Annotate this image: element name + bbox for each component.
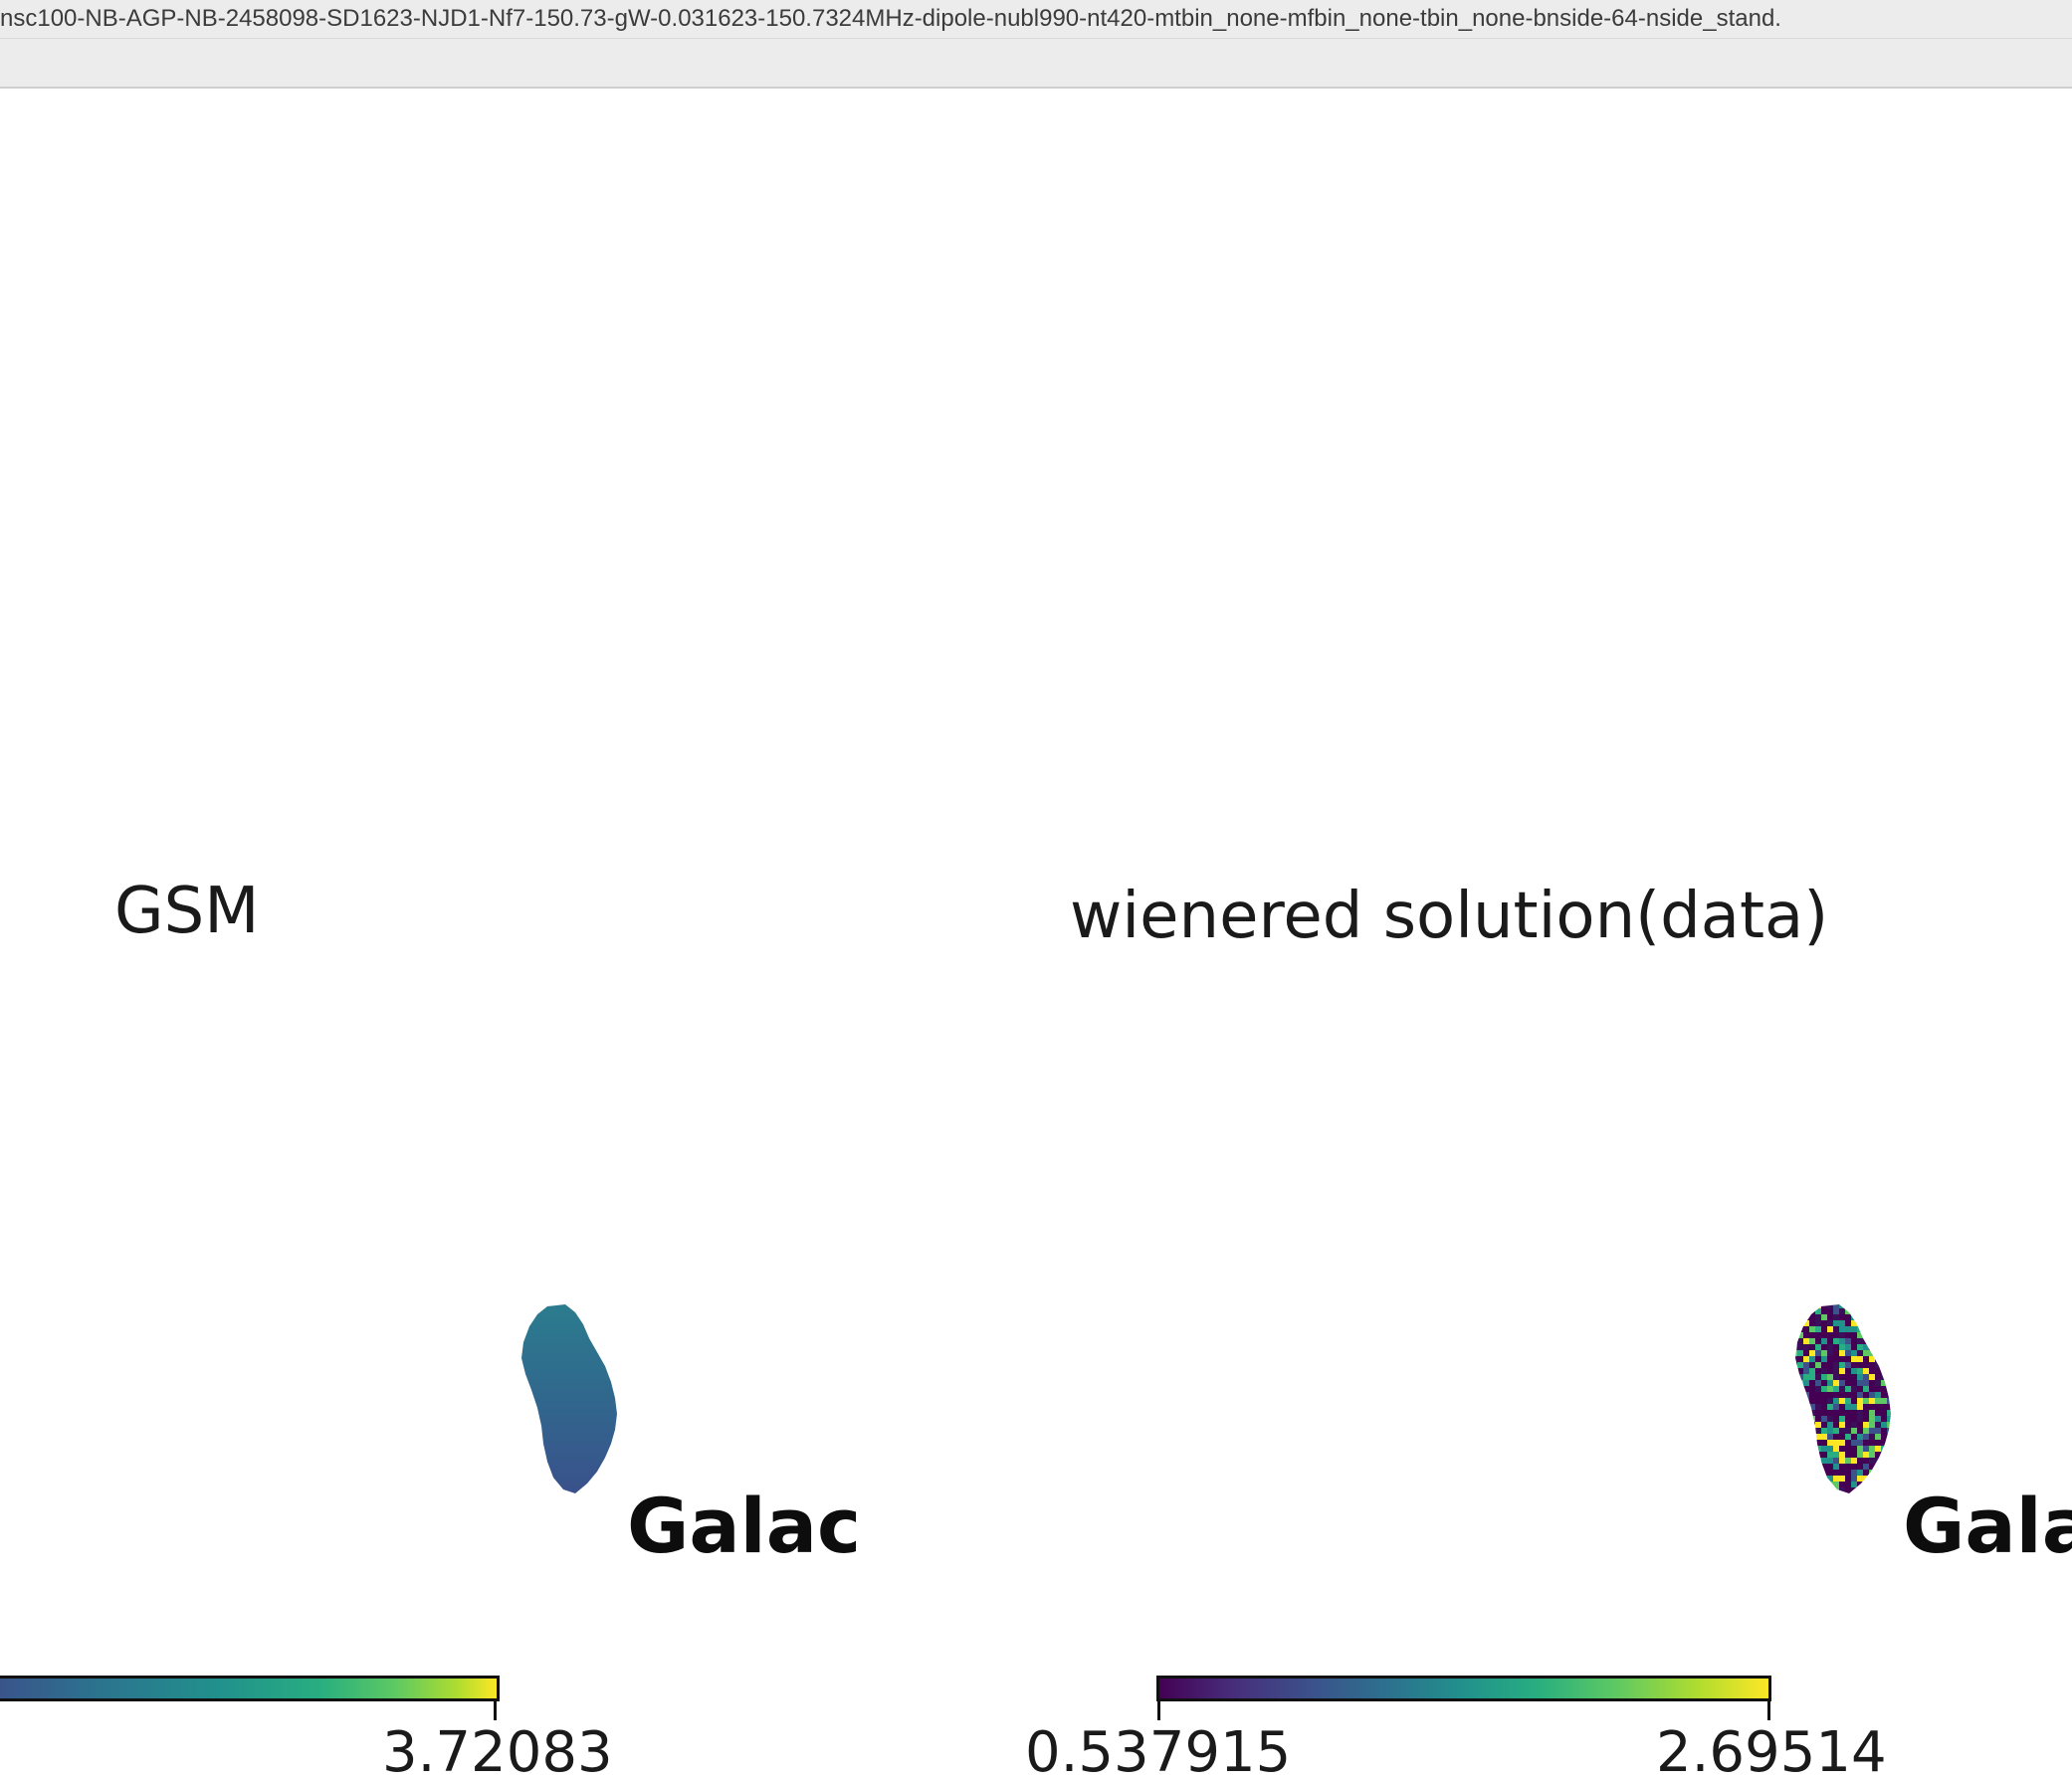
image-canvas[interactable]: GSM Galac 3.72083 wienered solution(data…: [0, 89, 2072, 1781]
colorbar-wienered-min-label: 0.537915: [1025, 1720, 1292, 1781]
toolbar: [0, 39, 2072, 89]
colorbar-wienered-max-tick: [1767, 1700, 1770, 1720]
colorbar-gsm: [0, 1676, 500, 1701]
window-title: nsc100-NB-AGP-NB-2458098-SD1623-NJD1-Nf7…: [0, 5, 1781, 32]
colorbar-gsm-max-tick: [494, 1700, 497, 1720]
colorbar-gsm-max-label: 3.72083: [382, 1720, 613, 1781]
panel-title-wienered-solution: wienered solution(data): [1070, 880, 1829, 953]
projection-label-right: Gala: [1903, 1482, 2072, 1570]
colorbar-wienered: [1156, 1676, 1771, 1701]
wienered-sky-patch: [1795, 1304, 1891, 1493]
gsm-sky-patch: [521, 1304, 617, 1493]
projection-label-left: Galac: [627, 1482, 856, 1570]
colorbar-wienered-min-tick: [1157, 1700, 1160, 1720]
colorbar-wienered-max-label: 2.69514: [1656, 1720, 1887, 1781]
panel-title-gsm: GSM: [114, 875, 260, 948]
title-bar[interactable]: nsc100-NB-AGP-NB-2458098-SD1623-NJD1-Nf7…: [0, 0, 2072, 39]
